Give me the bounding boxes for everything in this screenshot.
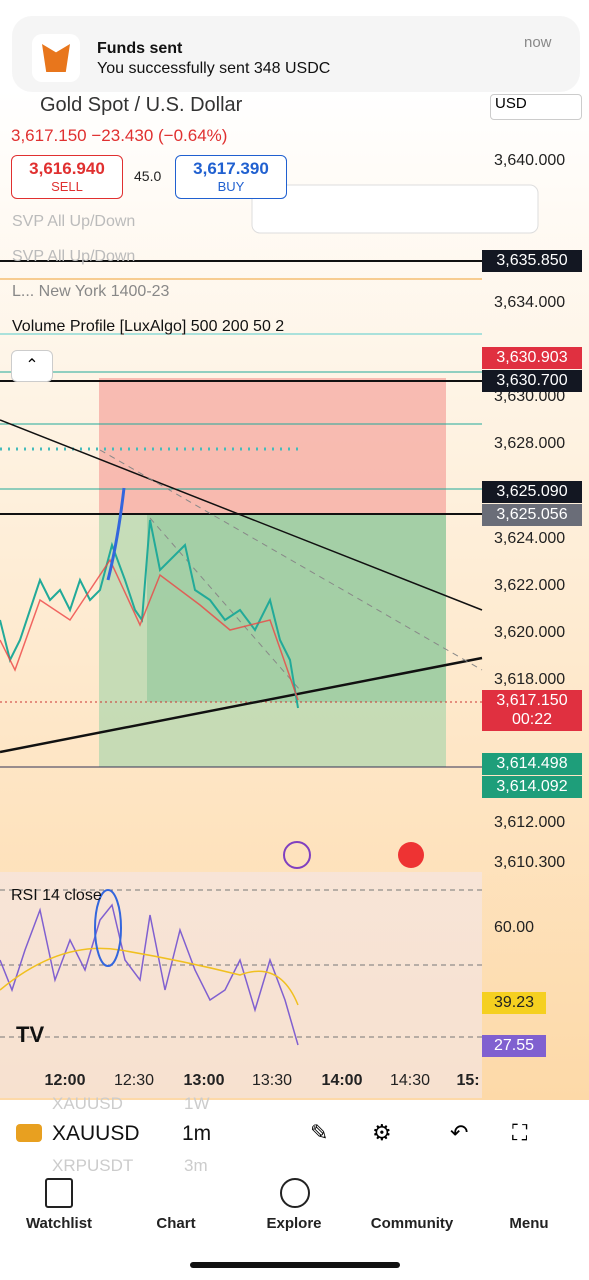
price-axis-label: 3,628.000: [494, 435, 566, 452]
faded-symbol: XAUUSD: [52, 1094, 123, 1113]
price-tag: 3,635.850: [482, 250, 582, 272]
time-label: 14:00: [321, 1072, 363, 1089]
notification-message: You successfully sent 348 USDC: [97, 60, 331, 77]
interval[interactable]: 1m: [182, 1122, 212, 1145]
price-axis-label: 3,634.000: [494, 294, 566, 311]
time-label: 15:: [456, 1072, 480, 1089]
faded-interval: 1W: [184, 1094, 210, 1113]
price-tag: 3,630.700: [482, 370, 582, 392]
time-label: 12:30: [113, 1072, 155, 1089]
buy-button[interactable]: 3,617.390 BUY: [175, 155, 287, 199]
fullscreen[interactable]: ⛶: [512, 1120, 528, 1145]
last-price-tag: 3,617.150: [482, 690, 582, 712]
faded-symbol: XRPUSDT: [52, 1156, 134, 1175]
indicator[interactable]: L... New York 1400-23: [12, 283, 170, 300]
time-label: 13:30: [251, 1072, 293, 1089]
nav-icon: [280, 1178, 310, 1208]
price-tag: 3,630.903: [482, 347, 582, 369]
price-axis-label: 3,624.000: [494, 530, 566, 547]
rsi-tag: 39.23: [482, 992, 546, 1014]
undo[interactable]: ↶: [450, 1120, 469, 1145]
price-axis-label: 3,622.000: [494, 577, 566, 594]
nav-item[interactable]: Menu: [509, 1215, 549, 1232]
spread: 45.0: [134, 168, 162, 184]
rsi-label: RSI 14 close: [11, 887, 102, 904]
symbol-name: Gold Spot / U.S. Dollar: [40, 94, 243, 116]
nav-item[interactable]: Watchlist: [25, 1215, 93, 1232]
sell-button[interactable]: 3,616.940 SELL: [11, 155, 123, 199]
price-axis-label: 3,640.000: [494, 152, 566, 169]
buy-price: 3,617.390: [193, 159, 269, 178]
home-indicator: [190, 1262, 400, 1268]
nav-icon: [45, 1178, 73, 1208]
collapse-button[interactable]: ⌃: [11, 350, 53, 382]
price-tag: 3,614.498: [482, 753, 582, 775]
quote: 3,617.150 −23.430 (−0.64%): [11, 126, 228, 145]
time-label: 14:30: [389, 1072, 431, 1089]
price-axis-label: 3,610.300: [494, 854, 566, 871]
sell-price: 3,616.940: [29, 159, 105, 178]
rsi-axis-label: 60.00: [494, 919, 535, 936]
notification-title: Funds sent: [97, 40, 183, 57]
time-label: 13:00: [183, 1072, 225, 1089]
metamask-icon: [32, 34, 80, 82]
price-axis-label: 3,618.000: [494, 671, 566, 688]
currency-select[interactable]: USD: [490, 94, 582, 120]
nav-item[interactable]: Chart: [156, 1215, 196, 1232]
notification[interactable]: Funds sent You successfully sent 348 USD…: [12, 16, 580, 92]
price-tag: 3,614.092: [482, 776, 582, 798]
sell-label: SELL: [51, 179, 83, 194]
indicator[interactable]: Volume Profile [LuxAlgo] 500 200 50 2: [12, 318, 285, 335]
indicator[interactable]: SVP All Up/Down: [12, 213, 136, 230]
price-tag: 3,625.056: [482, 504, 582, 526]
tv-logo: TV: [16, 1022, 45, 1047]
symbol[interactable]: XAUUSD: [52, 1122, 140, 1145]
indicators-tool[interactable]: ⚙: [372, 1120, 392, 1145]
indicator[interactable]: SVP All Up/Down: [12, 248, 136, 265]
nav-item[interactable]: Community: [370, 1215, 454, 1232]
notification-time: now: [524, 34, 552, 51]
price-axis-label: 3,630.000: [494, 388, 566, 405]
price-axis-label: 3,620.000: [494, 624, 566, 641]
rsi-tag: 27.55: [482, 1035, 546, 1057]
price-tag: 3,625.090: [482, 481, 582, 503]
time-label: 12:00: [44, 1072, 86, 1089]
countdown-tag: 00:22: [482, 709, 582, 731]
faded-interval: 3m: [184, 1156, 208, 1175]
gold-icon: [16, 1124, 42, 1142]
nav-item[interactable]: Explore: [266, 1215, 322, 1232]
draw-tool[interactable]: ✎: [310, 1120, 329, 1145]
buy-label: BUY: [217, 179, 245, 194]
price-axis-label: 3,612.000: [494, 814, 566, 831]
